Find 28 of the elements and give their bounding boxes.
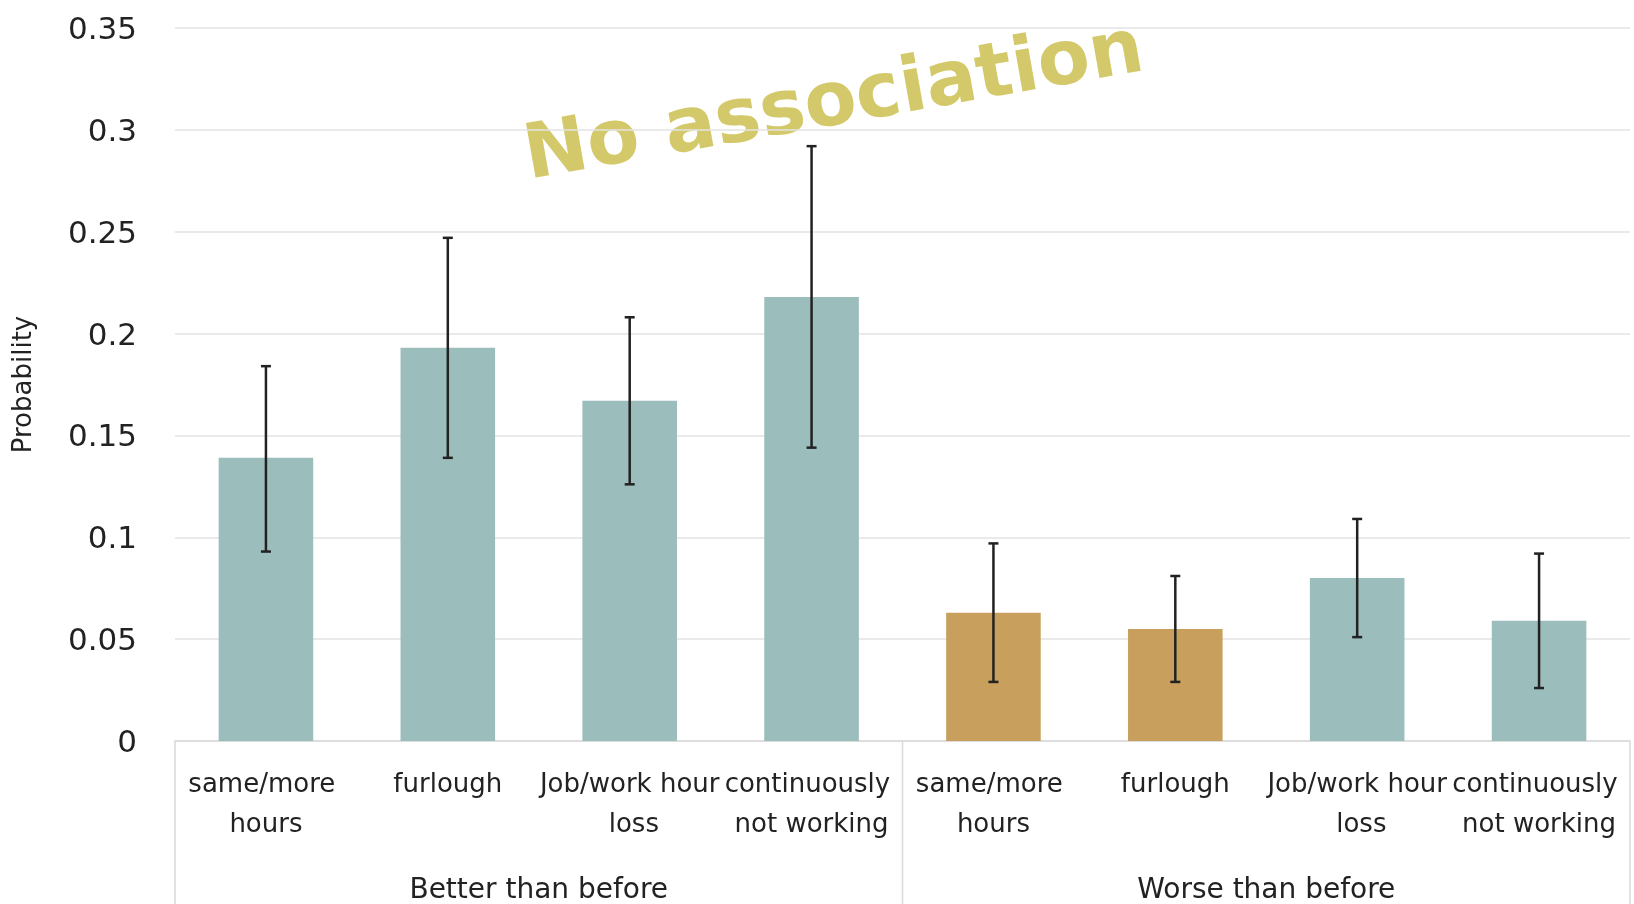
y-tick-label: 0.2 [87,315,137,352]
annotation: No association [516,0,1150,197]
bar [946,612,1041,741]
x-tick-label: same/more hours [915,768,1072,838]
y-tick-label: 0.15 [67,417,137,454]
text: Worse than before [1137,871,1396,904]
y-tick-label: 0.05 [67,621,137,658]
x-tick-label: furlough [1120,768,1230,798]
y-tick-label: 0.3 [87,111,137,148]
y-tick-label: 0.35 [67,10,137,46]
bar [1491,620,1587,741]
y-tick-label: 0.1 [87,519,137,556]
x-tick-label: continuously not working [724,768,899,838]
bar [400,347,496,741]
bar [1309,578,1405,741]
x-tick-label: Job/work hour loss [1265,768,1448,838]
x-tick-label: same/more hours [188,768,344,838]
bar [764,296,859,741]
x-tick-label: continuously not working [1452,768,1626,838]
bar [582,400,677,741]
text: Better than before [409,871,669,904]
bar [218,457,314,741]
x-tick-label: Job/work hour loss [537,768,720,838]
y-axis-title: Probability [7,315,37,454]
x-tick-label: furlough [393,768,503,798]
bar [1128,628,1223,741]
y-tick-label: 0.25 [67,213,137,250]
y-tick-label: 0 [117,723,137,759]
